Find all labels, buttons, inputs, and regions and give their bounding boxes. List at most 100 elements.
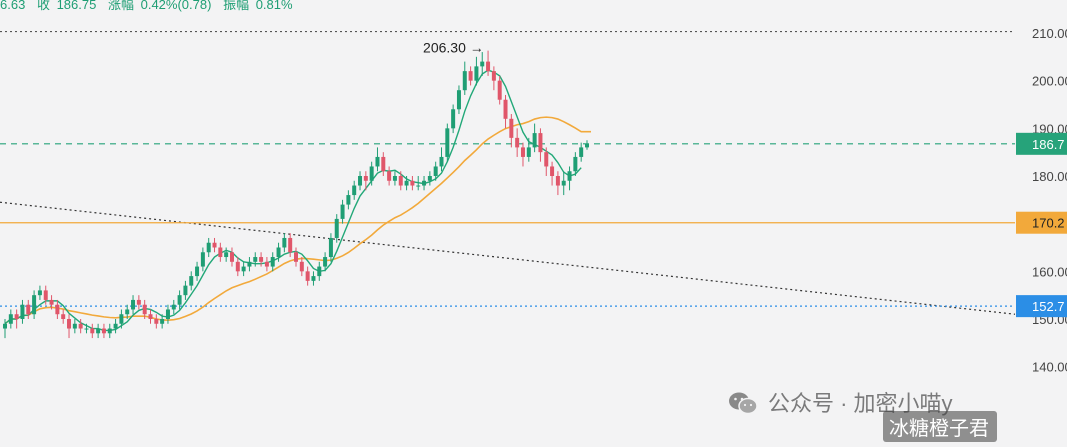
candle [136,295,141,310]
candle [3,319,7,339]
candle-body [212,242,217,248]
candle [433,161,438,181]
change-value: 0.42%(0.78) [140,0,212,12]
candle-body [14,314,19,319]
candle-body [119,314,124,324]
candle-body [486,61,491,72]
candle-body [352,185,357,196]
candle-body [550,166,555,176]
candle [142,299,147,319]
candle [241,261,246,277]
candle-body [154,319,159,324]
candle [497,75,502,105]
candle [32,290,37,319]
candle [165,304,170,324]
candle-body [20,304,25,319]
candle [515,128,520,157]
candle-body [317,266,322,277]
candle-body [67,319,72,329]
candle [567,166,572,191]
candle-body [567,171,572,181]
candle [323,252,328,272]
candle-body [404,180,409,186]
candle [369,161,374,186]
candle-body [142,304,147,315]
candle [49,295,54,310]
candle [253,252,258,267]
wechat-icon [729,392,758,415]
candle-body [497,80,502,100]
candle-body [148,314,153,319]
candle [416,176,421,191]
y-tick-label: 200.00 [1032,74,1067,89]
annotations: 206.30 → [423,40,484,56]
candle-body [311,276,316,281]
candle-body [253,257,258,262]
candle-body [323,257,328,267]
candle [183,280,188,300]
candle [218,242,223,262]
candle [573,152,578,176]
candle-body [32,295,37,315]
candle [491,66,496,91]
y-tick-label: 160.00 [1032,264,1067,279]
candle-body [160,319,165,324]
price-tag-label-support: 152.7 [1032,299,1065,314]
candle [328,233,333,262]
candle-body [468,71,473,81]
candle-body [328,237,333,258]
candle-body [229,252,234,262]
candle [200,247,205,272]
candle-body [299,261,304,272]
candle-body [8,314,13,324]
candle-body [474,66,479,81]
candle-body [340,204,345,219]
watermark: 公众号 · 加密小喵y [728,386,953,418]
price-tag-level [1016,211,1067,234]
price-lines-layer [0,30,1015,307]
candle [259,252,264,267]
candle [212,237,217,253]
candle-body [375,156,380,167]
candle-body [165,309,170,319]
candle-body [294,252,298,262]
open-fragment: 6.63 [0,0,26,12]
candle [171,299,176,315]
candle-body [183,285,188,296]
candle-body [387,171,392,181]
candle [26,299,31,319]
candle [55,299,60,319]
candle-body [515,137,520,148]
close-value: 186.75 [56,0,97,12]
candle-body [235,261,240,272]
candle [224,247,229,262]
candle-body [520,147,525,157]
candle-body [78,323,83,329]
candle [503,94,508,129]
candle-body [189,276,194,286]
candle-body [456,90,461,110]
candle [439,147,444,172]
price-tag-label-current: 186.7 [1032,137,1065,152]
candle-body [509,118,514,138]
change-label: 涨幅 [107,0,134,12]
candle [247,257,252,272]
candle-body [49,299,54,305]
amp-value: 0.81% [255,0,293,12]
candle-body [305,271,310,281]
candle [445,123,450,162]
candle [381,152,386,176]
candle-body [334,218,339,238]
candle-body [101,328,106,334]
candle [282,233,287,253]
candle-body [125,309,130,315]
candle [177,290,182,310]
candle-body [247,261,252,267]
y-axis: 140.00150.00160.00170.00180.00190.00200.… [1032,26,1067,375]
candle-body [264,261,269,267]
candle [43,285,48,305]
candle [96,323,101,339]
candle-body [363,176,368,181]
candle [294,247,298,267]
candle [288,233,293,258]
